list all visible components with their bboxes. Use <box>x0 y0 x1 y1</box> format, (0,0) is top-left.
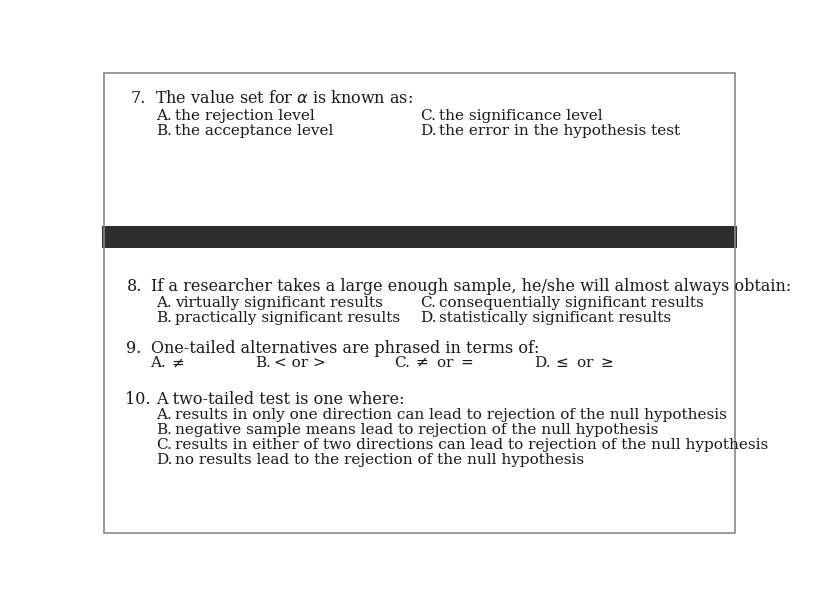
Text: C.: C. <box>156 438 172 452</box>
Text: 10.: 10. <box>125 391 151 408</box>
Text: A.: A. <box>156 296 172 310</box>
Text: $\leq$ or $\geq$: $\leq$ or $\geq$ <box>553 356 614 370</box>
Text: D.: D. <box>534 356 550 370</box>
Text: 7.: 7. <box>131 91 147 107</box>
Text: practically significant results: practically significant results <box>175 311 400 325</box>
Text: 9.: 9. <box>126 340 142 357</box>
Text: D.: D. <box>420 124 437 138</box>
Text: statistically significant results: statistically significant results <box>439 311 671 325</box>
FancyBboxPatch shape <box>102 226 737 248</box>
Text: consequentially significant results: consequentially significant results <box>439 296 704 310</box>
Text: A.: A. <box>156 109 172 123</box>
Text: The value set for $\alpha$ is known as:: The value set for $\alpha$ is known as: <box>155 91 413 107</box>
Text: results in either of two directions can lead to rejection of the null hypothesis: results in either of two directions can … <box>175 438 768 452</box>
Text: results in only one direction can lead to rejection of the null hypothesis: results in only one direction can lead t… <box>175 409 727 422</box>
Text: D.: D. <box>156 452 173 467</box>
Text: If a researcher takes a large enough sample, he/she will almost always obtain:: If a researcher takes a large enough sam… <box>151 278 791 295</box>
Text: the acceptance level: the acceptance level <box>175 124 334 138</box>
Text: 8.: 8. <box>126 278 142 295</box>
Text: B.: B. <box>156 423 172 437</box>
Text: $\neq$: $\neq$ <box>169 356 185 370</box>
Text: negative sample means lead to rejection of the null hypothesis: negative sample means lead to rejection … <box>175 423 658 437</box>
Text: A.: A. <box>150 356 165 370</box>
Text: C.: C. <box>420 296 436 310</box>
Text: B.: B. <box>156 124 172 138</box>
Text: A two-tailed test is one where:: A two-tailed test is one where: <box>156 391 405 408</box>
Text: the error in the hypothesis test: the error in the hypothesis test <box>439 124 680 138</box>
Text: One-tailed alternatives are phrased in terms of:: One-tailed alternatives are phrased in t… <box>151 340 539 357</box>
Text: < or >: < or > <box>274 356 325 370</box>
Text: C.: C. <box>420 109 436 123</box>
Text: A.: A. <box>156 409 172 422</box>
Text: B.: B. <box>255 356 270 370</box>
Text: D.: D. <box>420 311 437 325</box>
Text: no results lead to the rejection of the null hypothesis: no results lead to the rejection of the … <box>175 452 585 467</box>
Text: the significance level: the significance level <box>439 109 603 123</box>
Text: B.: B. <box>156 311 172 325</box>
Text: C.: C. <box>395 356 410 370</box>
Text: virtually significant results: virtually significant results <box>175 296 383 310</box>
Text: the rejection level: the rejection level <box>175 109 315 123</box>
Text: $\neq$ or $=$: $\neq$ or $=$ <box>414 356 474 370</box>
